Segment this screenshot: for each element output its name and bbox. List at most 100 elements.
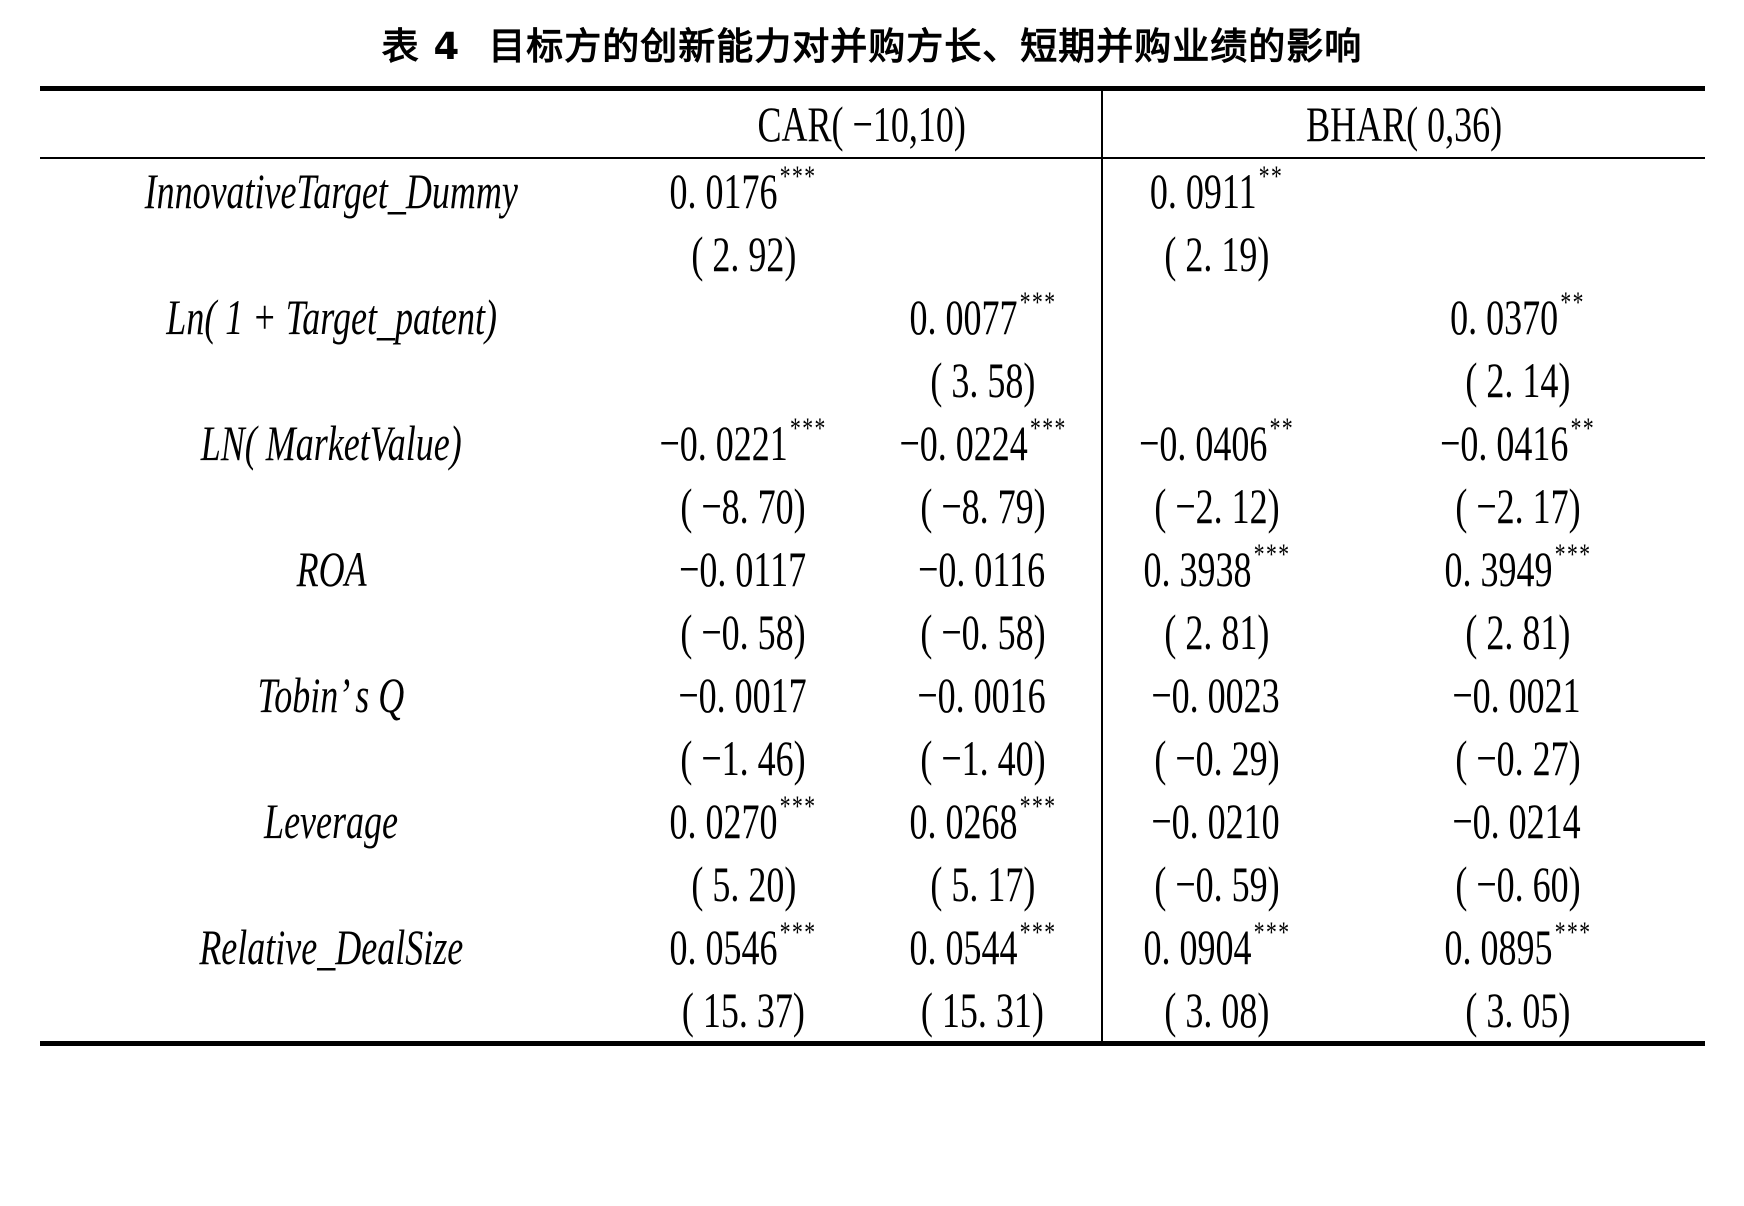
- tstat-value: ( 3. 05): [1465, 981, 1571, 1038]
- tstat-value: ( −2. 12): [1154, 477, 1280, 534]
- tstat-cell: ( 3. 08): [1101, 978, 1331, 1044]
- variable-label: Ln( 1 + Target_patent): [166, 288, 497, 345]
- coef-value: 0. 0546: [670, 918, 779, 975]
- tstat-value: ( −2. 17): [1455, 477, 1581, 534]
- coef-value: 0. 0904: [1143, 918, 1252, 975]
- tstat-value: ( 2. 81): [1465, 603, 1571, 660]
- header-empty-cell: [40, 88, 623, 159]
- coefficient-cell: 0. 0546***: [623, 915, 864, 978]
- variable-label: Relative_DealSize: [199, 918, 464, 975]
- tstat-cell: ( −1. 46): [623, 726, 864, 789]
- tstat-row: ( −0. 58) ( −0. 58) ( 2. 81) ( 2. 81): [40, 600, 1705, 663]
- significance-stars: ***: [1019, 789, 1057, 823]
- tstat-value: ( 15. 37): [681, 981, 805, 1038]
- header-bhar-group: BHAR( 0,36): [1101, 88, 1705, 159]
- tstat-value: ( −0. 59): [1154, 855, 1280, 912]
- tstat-cell: ( 15. 31): [864, 978, 1102, 1044]
- coef-value: 0. 0911: [1150, 162, 1257, 219]
- variable-label-cell: Leverage: [40, 789, 623, 852]
- tstat-value: ( −8. 79): [920, 477, 1046, 534]
- coefficient-cell: 0. 0077***: [864, 285, 1102, 348]
- header-car-group: CAR( −10,10): [622, 88, 1103, 159]
- significance-stars: ***: [1019, 915, 1057, 949]
- tstat-value: ( 5. 17): [930, 855, 1036, 912]
- coefficient-cell: 0. 3938***: [1101, 537, 1331, 600]
- significance-stars: ***: [1029, 411, 1067, 445]
- coef-value: −0. 0406: [1139, 414, 1268, 471]
- tstat-cell: ( 2. 81): [1330, 600, 1705, 663]
- significance-stars: ***: [780, 915, 817, 949]
- tstat-value: ( 2. 19): [1164, 225, 1270, 282]
- coef-value: −0. 0416: [1440, 414, 1569, 471]
- variable-label: ROA: [296, 540, 367, 597]
- coefficient-cell: 0. 3949***: [1330, 537, 1705, 600]
- tstat-cell: ( 2. 81): [1101, 600, 1331, 663]
- significance-stars: ***: [780, 789, 817, 823]
- coef-value: −0. 0116: [918, 540, 1046, 597]
- tstat-cell: [1101, 348, 1331, 411]
- coef-row: Relative_DealSize 0. 0546*** 0. 0544*** …: [40, 915, 1705, 978]
- variable-label-cell: ROA: [40, 537, 623, 600]
- table-title-text: 目标方的创新能力对并购方长、短期并购业绩的影响: [488, 25, 1363, 68]
- variable-label: LN( MarketValue): [200, 414, 462, 471]
- tstat-value: ( −1. 46): [680, 729, 807, 786]
- coefficient-cell: [1330, 158, 1705, 222]
- header-car-label: CAR( −10,10): [757, 96, 967, 152]
- tstat-cell: ( 2. 19): [1101, 222, 1331, 285]
- coef-value: 0. 0544: [909, 918, 1018, 975]
- significance-stars: ***: [790, 411, 828, 445]
- coef-value: 0. 0370: [1450, 288, 1559, 345]
- tstat-row: ( 3. 58) ( 2. 14): [40, 348, 1705, 411]
- coefficient-cell: [623, 285, 864, 348]
- coefficient-cell: −0. 0116: [864, 537, 1102, 600]
- tstat-value: ( −0. 29): [1154, 729, 1280, 786]
- coefficient-cell: −0. 0016: [864, 663, 1102, 726]
- coefficient-cell: 0. 0895***: [1330, 915, 1705, 978]
- coef-value: −0. 0117: [678, 540, 806, 597]
- coefficient-cell: 0. 0911**: [1101, 158, 1331, 222]
- coefficient-cell: −0. 0021: [1330, 663, 1705, 726]
- regression-table: CAR( −10,10) BHAR( 0,36) InnovativeTarge…: [40, 86, 1705, 1046]
- tstat-cell: ( 3. 05): [1330, 978, 1705, 1044]
- tstat-row: ( 15. 37) ( 15. 31) ( 3. 08) ( 3. 05): [40, 978, 1705, 1044]
- variable-label: InnovativeTarget_Dummy: [144, 162, 519, 219]
- tstat-value: ( −1. 40): [920, 729, 1046, 786]
- coef-value: −0. 0023: [1151, 666, 1280, 723]
- coef-value: 0. 0895: [1444, 918, 1553, 975]
- tstat-value: ( −0. 27): [1455, 729, 1581, 786]
- coefficient-cell: −0. 0224***: [864, 411, 1102, 474]
- coefficient-cell: −0. 0214: [1330, 789, 1705, 852]
- tstat-cell: ( 15. 37): [623, 978, 864, 1044]
- variable-label-cell: LN( MarketValue): [40, 411, 623, 474]
- table-number: 表 4: [381, 25, 461, 68]
- tstat-value: ( 5. 20): [690, 855, 796, 912]
- coef-value: 0. 0270: [670, 792, 779, 849]
- significance-stars: **: [1560, 285, 1585, 319]
- coefficient-cell: −0. 0023: [1101, 663, 1331, 726]
- coefficient-cell: −0. 0221***: [623, 411, 864, 474]
- tstat-value: ( 3. 08): [1164, 981, 1270, 1038]
- coef-row: ROA −0. 0117 −0. 0116 0. 3938*** 0. 3949…: [40, 537, 1705, 600]
- tstat-cell: [864, 222, 1102, 285]
- coef-value: −0. 0214: [1452, 792, 1581, 849]
- header-row: CAR( −10,10) BHAR( 0,36): [40, 88, 1705, 159]
- empty-cell: [40, 978, 623, 1044]
- tstat-value: ( −8. 70): [680, 477, 807, 534]
- coefficient-cell: 0. 0904***: [1101, 915, 1331, 978]
- tstat-row: ( −1. 46) ( −1. 40) ( −0. 29) ( −0. 27): [40, 726, 1705, 789]
- coefficient-cell: −0. 0017: [623, 663, 864, 726]
- tstat-cell: ( −0. 58): [864, 600, 1102, 663]
- tstat-cell: ( −0. 29): [1101, 726, 1331, 789]
- coef-row: Leverage 0. 0270*** 0. 0268*** −0. 0210 …: [40, 789, 1705, 852]
- tstat-row: ( −8. 70) ( −8. 79) ( −2. 12) ( −2. 17): [40, 474, 1705, 537]
- coef-value: 0. 0077: [909, 288, 1018, 345]
- variable-label-cell: Relative_DealSize: [40, 915, 623, 978]
- tstat-cell: ( −0. 27): [1330, 726, 1705, 789]
- coefficient-cell: 0. 0370**: [1330, 285, 1705, 348]
- empty-cell: [40, 852, 623, 915]
- tstat-cell: ( −8. 79): [864, 474, 1102, 537]
- tstat-value: ( 15. 31): [921, 981, 1045, 1038]
- tstat-cell: ( 5. 17): [864, 852, 1102, 915]
- coefficient-cell: −0. 0210: [1101, 789, 1331, 852]
